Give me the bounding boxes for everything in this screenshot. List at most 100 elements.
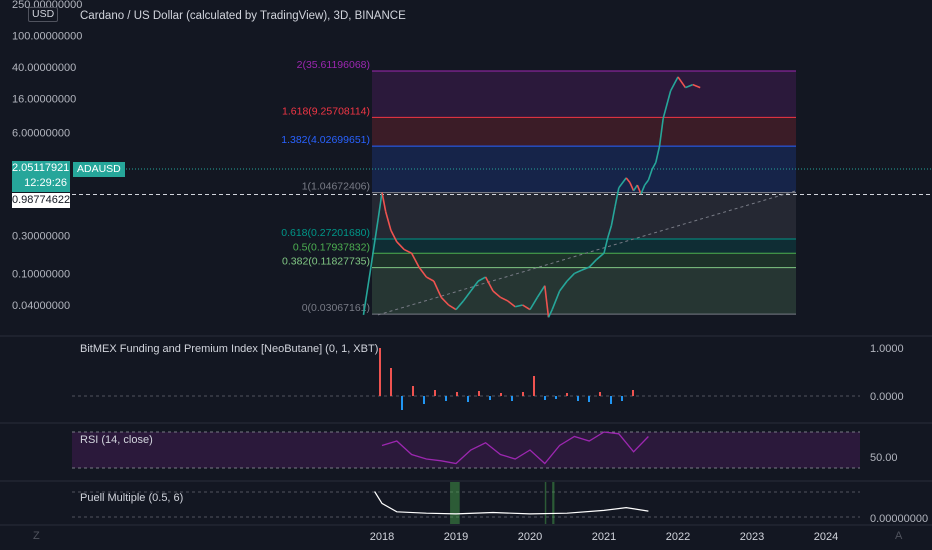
fib-zone[interactable]	[372, 238, 796, 254]
puell-line	[374, 491, 649, 515]
fib-zone[interactable]	[372, 267, 796, 315]
auto-scale-icon[interactable]: A	[895, 530, 903, 542]
price-segment	[618, 177, 627, 189]
price-segment	[522, 304, 531, 311]
price-segment	[669, 76, 679, 92]
price-segment	[603, 237, 609, 254]
price-segment	[492, 290, 501, 298]
price-segment	[515, 304, 523, 308]
price-segment	[655, 146, 661, 163]
time-axis-label: 2024	[814, 531, 838, 543]
time-axis-label: 2021	[592, 531, 616, 543]
price-axis-label: 250.00000000	[12, 0, 82, 11]
currency-badge[interactable]: USD	[28, 7, 59, 22]
price-segment	[662, 90, 672, 119]
fib-level-label: 0(0.03067161)	[302, 302, 370, 314]
fib-zone[interactable]	[372, 117, 796, 147]
price-segment	[644, 179, 650, 186]
price-segment	[606, 225, 613, 239]
price-axis-label: 0.04000000	[12, 300, 70, 312]
fib-zone[interactable]	[372, 71, 796, 118]
price-segment	[547, 309, 553, 318]
price-segment	[544, 285, 550, 318]
horizontal-line-price-tag: 0.98774622	[12, 193, 70, 208]
time-axis-label: 2018	[370, 531, 394, 543]
fib-level-label: 0.382(0.11827735)	[282, 256, 370, 268]
price-segment	[551, 290, 561, 310]
price-segment	[610, 206, 616, 226]
price-segment	[566, 272, 575, 282]
price-segment	[433, 280, 442, 298]
horizontal-line-price: 0.98774622	[12, 194, 71, 206]
price-segment	[440, 296, 450, 306]
puell-band	[552, 482, 555, 524]
current-price-tag: 2.05117921 12:29:26	[12, 161, 70, 192]
price-segment	[410, 252, 420, 268]
price-segment	[484, 276, 494, 292]
price-axis-label: 0.30000000	[12, 231, 70, 243]
rsi-band	[72, 432, 860, 468]
price-segment	[640, 184, 646, 195]
price-segment	[632, 184, 638, 192]
trend-line[interactable]	[377, 190, 797, 316]
price-segment	[692, 83, 701, 89]
fib-zone[interactable]	[372, 253, 796, 268]
price-segment	[390, 229, 398, 243]
price-segment	[658, 118, 664, 147]
funding-axis-label: 0.0000	[870, 391, 904, 403]
rsi-pane-title: RSI (14, close)	[80, 434, 153, 446]
price-segment	[500, 296, 509, 302]
price-segment	[507, 300, 516, 308]
price-segment	[418, 266, 428, 278]
time-axis-label: 2022	[666, 531, 690, 543]
price-segment	[384, 211, 392, 231]
price-segment	[651, 162, 657, 170]
fib-level-label: 0.618(0.27201680)	[281, 227, 370, 239]
price-axis-label: 6.00000000	[12, 127, 70, 139]
countdown-timer: 12:29:26	[24, 177, 67, 189]
time-axis-label: 2019	[444, 531, 468, 543]
price-segment	[455, 300, 465, 311]
price-segment	[629, 182, 635, 192]
price-axis-label: 16.00000000	[12, 94, 76, 106]
price-segment	[596, 252, 605, 261]
funding-pane-title: BitMEX Funding and Premium Index [NeoBut…	[80, 343, 378, 355]
price-segment	[558, 280, 568, 292]
price-axis-label: 100.00000000	[12, 30, 82, 42]
fib-level-label: 2(35.61196068)	[297, 59, 370, 71]
fib-zone[interactable]	[372, 192, 796, 239]
current-price-value: 2.05117921	[12, 162, 70, 174]
chart-title: Cardano / US Dollar (calculated by Tradi…	[80, 10, 406, 22]
price-segment	[588, 258, 598, 268]
price-segment	[448, 304, 457, 311]
puell-pane-title: Puell Multiple (0.5, 6)	[80, 492, 183, 504]
price-segment	[677, 76, 687, 89]
price-segment	[470, 280, 479, 292]
price-segment	[636, 184, 642, 195]
fib-level-label: 0.5(0.17937832)	[293, 241, 370, 253]
price-segment	[362, 267, 372, 316]
symbol-tag: ADAUSD	[73, 162, 125, 177]
price-axis-label: 0.10000000	[12, 268, 70, 280]
price-segment	[581, 266, 590, 271]
price-segment	[403, 248, 412, 254]
puell-band	[544, 482, 547, 524]
price-axis-label: 40.00000000	[12, 62, 76, 74]
price-segment	[536, 285, 546, 298]
timezone-icon[interactable]: Z	[33, 530, 40, 542]
price-segment	[685, 83, 694, 89]
price-segment	[614, 187, 620, 207]
fib-zone[interactable]	[372, 146, 796, 193]
price-segment	[370, 217, 380, 268]
price-segment	[625, 177, 631, 184]
fib-level-label: 1(1.04672406)	[302, 181, 370, 193]
price-segment	[396, 241, 405, 251]
price-segment	[647, 169, 653, 181]
puell-axis-label: 0.00000000	[870, 513, 928, 525]
price-segment	[574, 269, 583, 275]
fib-level-label: 1.618(9.25708114)	[282, 105, 370, 117]
price-segment	[462, 290, 472, 302]
price-segment	[477, 276, 486, 282]
price-segment	[381, 192, 387, 212]
